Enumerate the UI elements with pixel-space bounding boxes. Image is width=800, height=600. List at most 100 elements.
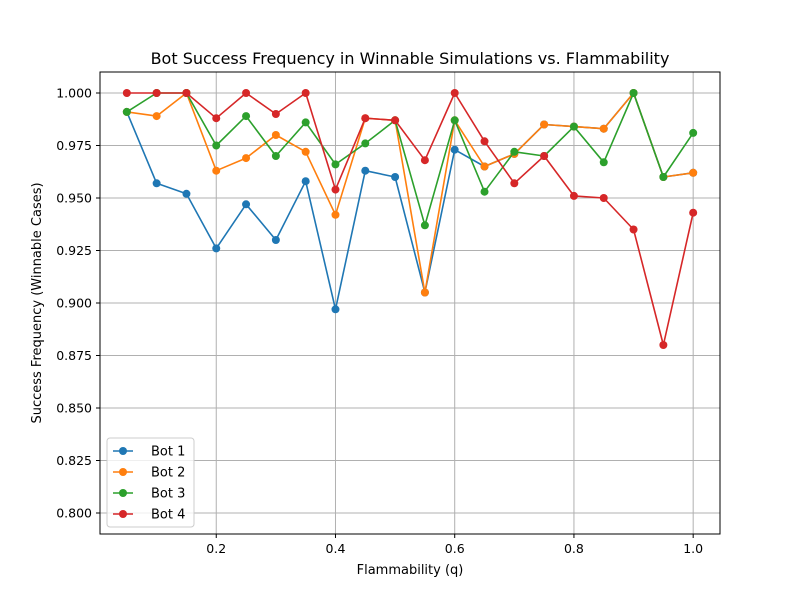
data-point — [271, 152, 280, 160]
series-line — [126, 92, 694, 294]
data-point — [271, 236, 280, 244]
data-point — [361, 139, 370, 148]
data-point — [510, 147, 519, 156]
x-tick-label: 0.2 — [206, 541, 226, 556]
data-point — [182, 89, 191, 97]
legend-item: Bot 1 — [113, 445, 185, 460]
legend: Bot 1 Bot 2 Bot 3 Bot 4 — [106, 437, 195, 528]
data-point — [242, 154, 251, 163]
data-point — [420, 221, 429, 230]
data-point — [569, 122, 578, 131]
data-point — [212, 244, 221, 253]
data-point — [480, 162, 489, 171]
legend-marker — [119, 510, 127, 518]
data-point — [331, 210, 340, 219]
y-axis-label: Success Frequency (Winnable Cases) — [30, 182, 45, 423]
y-axis-ticks: 0.800 0.825 0.850 0.875 0.900 0.925 0.950 0.975… — [56, 86, 100, 521]
data-point — [301, 118, 310, 127]
series-2 — [122, 89, 698, 297]
data-point — [152, 179, 161, 188]
legend-box — [106, 437, 195, 528]
y-tick-label: 0.850 — [56, 401, 92, 416]
data-point — [629, 225, 638, 234]
data-point — [689, 208, 698, 217]
data-point — [510, 179, 519, 188]
y-tick-label: 0.950 — [56, 191, 92, 206]
grid-lines — [100, 72, 720, 534]
data-point — [212, 166, 221, 175]
data-point — [152, 89, 161, 97]
data-point — [480, 137, 489, 146]
data-point — [361, 166, 370, 175]
data-point — [331, 185, 340, 194]
data-point — [391, 173, 400, 181]
legend-label: Bot 4 — [151, 508, 185, 523]
series-1 — [122, 89, 698, 314]
x-tick-label: 0.6 — [445, 541, 465, 556]
series-line — [126, 92, 694, 346]
y-tick-label: 0.925 — [56, 243, 92, 258]
data-point — [450, 145, 459, 154]
legend-label: Bot 3 — [151, 487, 185, 502]
data-point — [450, 89, 459, 97]
data-point — [361, 114, 370, 123]
y-tick-label: 0.975 — [56, 138, 92, 153]
data-point — [242, 200, 251, 209]
data-point — [629, 89, 638, 97]
data-point — [271, 110, 280, 118]
y-tick-label: 0.900 — [56, 296, 92, 311]
data-point — [301, 89, 310, 97]
series-line — [126, 92, 694, 311]
data-point — [659, 173, 668, 181]
series-line — [126, 92, 694, 227]
data-point — [599, 124, 608, 133]
data-point — [569, 191, 578, 200]
legend-item: Bot 3 — [113, 487, 185, 502]
data-point — [122, 107, 131, 116]
y-tick-label: 0.825 — [56, 453, 92, 468]
data-point — [212, 114, 221, 123]
legend-marker — [119, 468, 127, 476]
data-point — [391, 116, 400, 125]
data-point — [689, 168, 698, 177]
legend-marker — [119, 447, 127, 455]
data-point — [450, 116, 459, 125]
series-lines — [122, 89, 698, 349]
data-point — [689, 128, 698, 137]
data-point — [659, 341, 668, 349]
data-point — [122, 89, 131, 97]
data-point — [540, 152, 549, 160]
legend-item: Bot 4 — [113, 508, 185, 523]
data-point — [182, 189, 191, 198]
data-point — [331, 305, 340, 314]
data-point — [599, 158, 608, 167]
x-tick-label: 0.4 — [326, 541, 346, 556]
y-tick-label: 1.000 — [56, 86, 92, 101]
data-point — [242, 112, 251, 121]
y-tick-label: 0.800 — [56, 506, 92, 521]
x-axis-ticks: 0.2 0.4 0.6 0.8 1.0 — [206, 534, 703, 556]
chart-title: Bot Success Frequency in Winnable Simula… — [151, 49, 670, 68]
data-point — [301, 177, 310, 186]
data-point — [242, 89, 251, 97]
data-point — [301, 147, 310, 156]
legend-label: Bot 2 — [151, 466, 185, 481]
data-point — [420, 156, 429, 165]
data-point — [331, 160, 340, 169]
x-tick-label: 0.8 — [564, 541, 584, 556]
x-tick-label: 1.0 — [683, 541, 703, 556]
x-axis-label: Flammability (q) — [357, 563, 464, 578]
data-point — [420, 288, 429, 297]
series-4 — [122, 89, 698, 349]
data-point — [271, 131, 280, 139]
data-point — [152, 112, 161, 121]
legend-item: Bot 2 — [113, 466, 185, 481]
legend-label: Bot 1 — [151, 445, 185, 460]
data-point — [540, 120, 549, 129]
legend-marker — [119, 489, 127, 497]
y-tick-label: 0.875 — [56, 348, 92, 363]
data-point — [480, 187, 489, 196]
data-point — [599, 194, 608, 202]
data-point — [212, 141, 221, 150]
